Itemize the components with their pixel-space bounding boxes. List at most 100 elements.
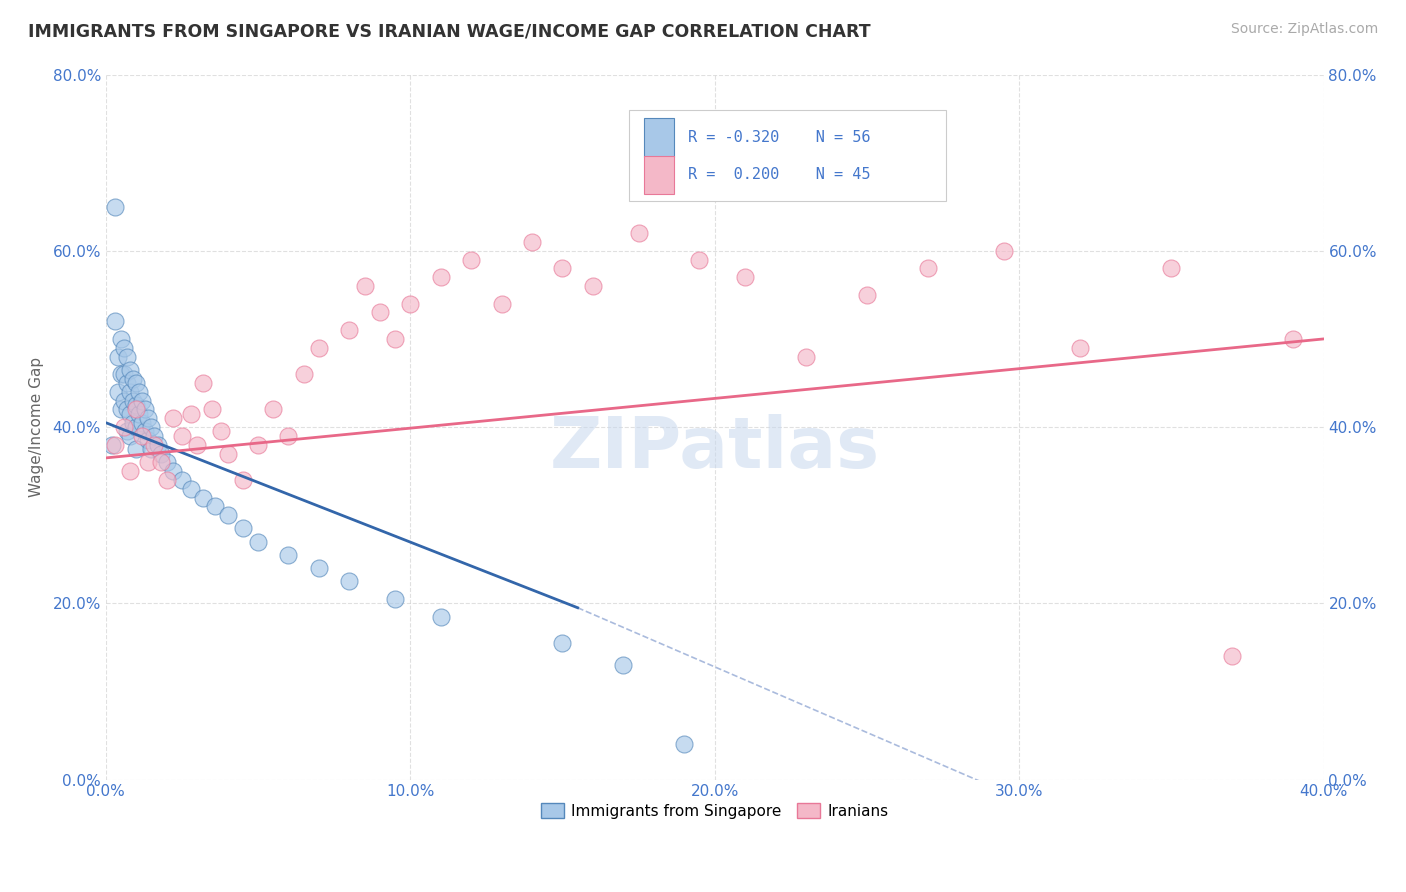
- Point: [120, 384, 142, 399]
- Point: [429, 270, 451, 285]
- Point: [125, 376, 148, 390]
- Point: [180, 407, 202, 421]
- Point: [993, 244, 1015, 258]
- Point: [856, 288, 879, 302]
- Point: [217, 446, 239, 460]
- Point: [337, 574, 360, 589]
- Point: [149, 446, 172, 460]
- Point: [112, 393, 135, 408]
- Point: [120, 363, 142, 377]
- Point: [112, 420, 135, 434]
- Point: [277, 548, 299, 562]
- Point: [110, 332, 132, 346]
- Point: [128, 407, 150, 421]
- Point: [211, 425, 233, 439]
- Point: [162, 464, 184, 478]
- Point: [149, 455, 172, 469]
- Point: [232, 521, 254, 535]
- Point: [520, 235, 543, 249]
- Point: [180, 482, 202, 496]
- Point: [551, 636, 574, 650]
- Point: [551, 261, 574, 276]
- Text: R = -0.320    N = 56: R = -0.320 N = 56: [688, 129, 870, 145]
- Point: [134, 402, 156, 417]
- Text: IMMIGRANTS FROM SINGAPORE VS IRANIAN WAGE/INCOME GAP CORRELATION CHART: IMMIGRANTS FROM SINGAPORE VS IRANIAN WAG…: [28, 22, 870, 40]
- Point: [627, 226, 650, 240]
- Point: [115, 350, 138, 364]
- Point: [384, 591, 406, 606]
- Point: [337, 323, 360, 337]
- Point: [308, 341, 330, 355]
- Point: [104, 314, 127, 328]
- Legend: Immigrants from Singapore, Iranians: Immigrants from Singapore, Iranians: [534, 797, 894, 825]
- Point: [138, 411, 160, 425]
- Point: [1069, 341, 1091, 355]
- Point: [131, 416, 153, 430]
- Point: [141, 420, 163, 434]
- Point: [353, 279, 375, 293]
- Point: [429, 609, 451, 624]
- Point: [734, 270, 756, 285]
- Point: [917, 261, 939, 276]
- Point: [128, 384, 150, 399]
- Point: [308, 561, 330, 575]
- Point: [170, 473, 193, 487]
- Point: [186, 438, 208, 452]
- Point: [122, 416, 145, 430]
- Point: [491, 296, 513, 310]
- Point: [134, 425, 156, 439]
- Point: [794, 350, 817, 364]
- Point: [1160, 261, 1182, 276]
- Point: [193, 491, 215, 505]
- Point: [399, 296, 422, 310]
- Point: [120, 407, 142, 421]
- Point: [120, 464, 142, 478]
- Point: [156, 473, 179, 487]
- Point: [246, 438, 269, 452]
- Point: [112, 367, 135, 381]
- Point: [107, 384, 129, 399]
- Point: [170, 429, 193, 443]
- Point: [204, 500, 226, 514]
- Point: [384, 332, 406, 346]
- Point: [131, 429, 153, 443]
- Point: [582, 279, 605, 293]
- Point: [125, 442, 148, 456]
- Point: [104, 438, 127, 452]
- Point: [193, 376, 215, 390]
- Point: [143, 438, 166, 452]
- Point: [277, 429, 299, 443]
- Point: [143, 429, 166, 443]
- Point: [125, 402, 148, 417]
- Point: [104, 200, 127, 214]
- Point: [146, 438, 169, 452]
- Point: [1282, 332, 1305, 346]
- Point: [201, 402, 224, 417]
- Point: [115, 376, 138, 390]
- Point: [246, 534, 269, 549]
- Point: [110, 367, 132, 381]
- Point: [138, 434, 160, 448]
- Point: [110, 402, 132, 417]
- Point: [112, 341, 135, 355]
- Point: [141, 442, 163, 456]
- Text: Source: ZipAtlas.com: Source: ZipAtlas.com: [1230, 22, 1378, 37]
- Point: [612, 658, 634, 673]
- Text: ZIPatlas: ZIPatlas: [550, 414, 880, 483]
- Text: R =  0.200    N = 45: R = 0.200 N = 45: [688, 167, 870, 182]
- Point: [101, 438, 124, 452]
- Point: [107, 350, 129, 364]
- Point: [368, 305, 391, 319]
- Point: [1220, 649, 1243, 664]
- Bar: [630, 110, 946, 202]
- Bar: [644, 155, 675, 194]
- Bar: [644, 119, 675, 157]
- Point: [292, 367, 315, 381]
- Point: [460, 252, 482, 267]
- Point: [125, 398, 148, 412]
- Point: [232, 473, 254, 487]
- Point: [115, 402, 138, 417]
- Point: [138, 455, 160, 469]
- Y-axis label: Wage/Income Gap: Wage/Income Gap: [30, 357, 44, 497]
- Point: [217, 508, 239, 523]
